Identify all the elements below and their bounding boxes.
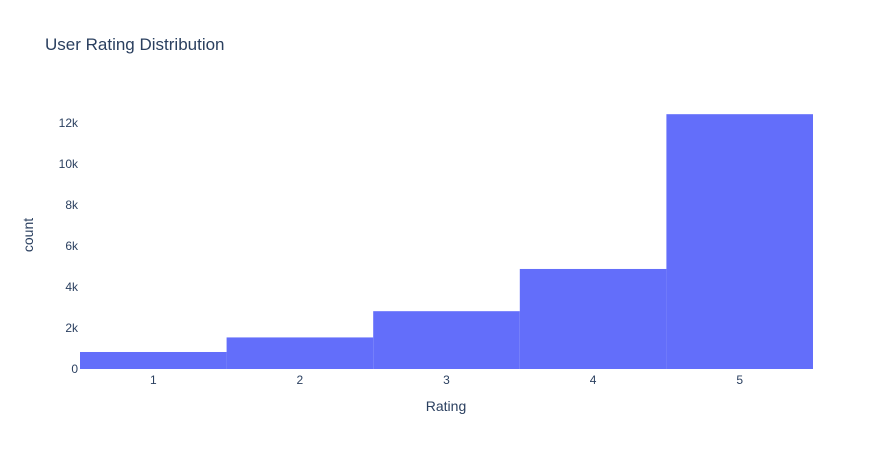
y-tick-label: 0 [71, 362, 78, 376]
y-tick-label: 12k [59, 116, 79, 130]
x-tick-label: 3 [443, 373, 450, 387]
y-axis-title: count [20, 218, 36, 252]
bar-rating-4[interactable] [519, 268, 667, 369]
bar-rating-3[interactable] [373, 311, 520, 369]
x-tick-label: 4 [590, 373, 597, 387]
x-tick-label: 1 [150, 373, 157, 387]
x-axis-ticks: 1 2 3 4 5 [150, 373, 743, 387]
y-tick-label: 2k [65, 321, 79, 335]
x-tick-label: 2 [297, 373, 304, 387]
y-tick-label: 6k [65, 239, 79, 253]
x-axis-title: Rating [426, 398, 466, 414]
bar-rating-2[interactable] [226, 337, 374, 369]
x-tick-label: 5 [736, 373, 743, 387]
y-tick-label: 8k [65, 198, 79, 212]
y-axis-ticks: 0 2k 4k 6k 8k 10k 12k [59, 116, 79, 376]
chart-title: User Rating Distribution [45, 35, 225, 54]
bar-rating-5[interactable] [666, 114, 813, 369]
bars-group [80, 114, 813, 369]
bar-rating-1[interactable] [80, 351, 227, 369]
y-tick-label: 4k [65, 280, 79, 294]
y-tick-label: 10k [59, 157, 79, 171]
